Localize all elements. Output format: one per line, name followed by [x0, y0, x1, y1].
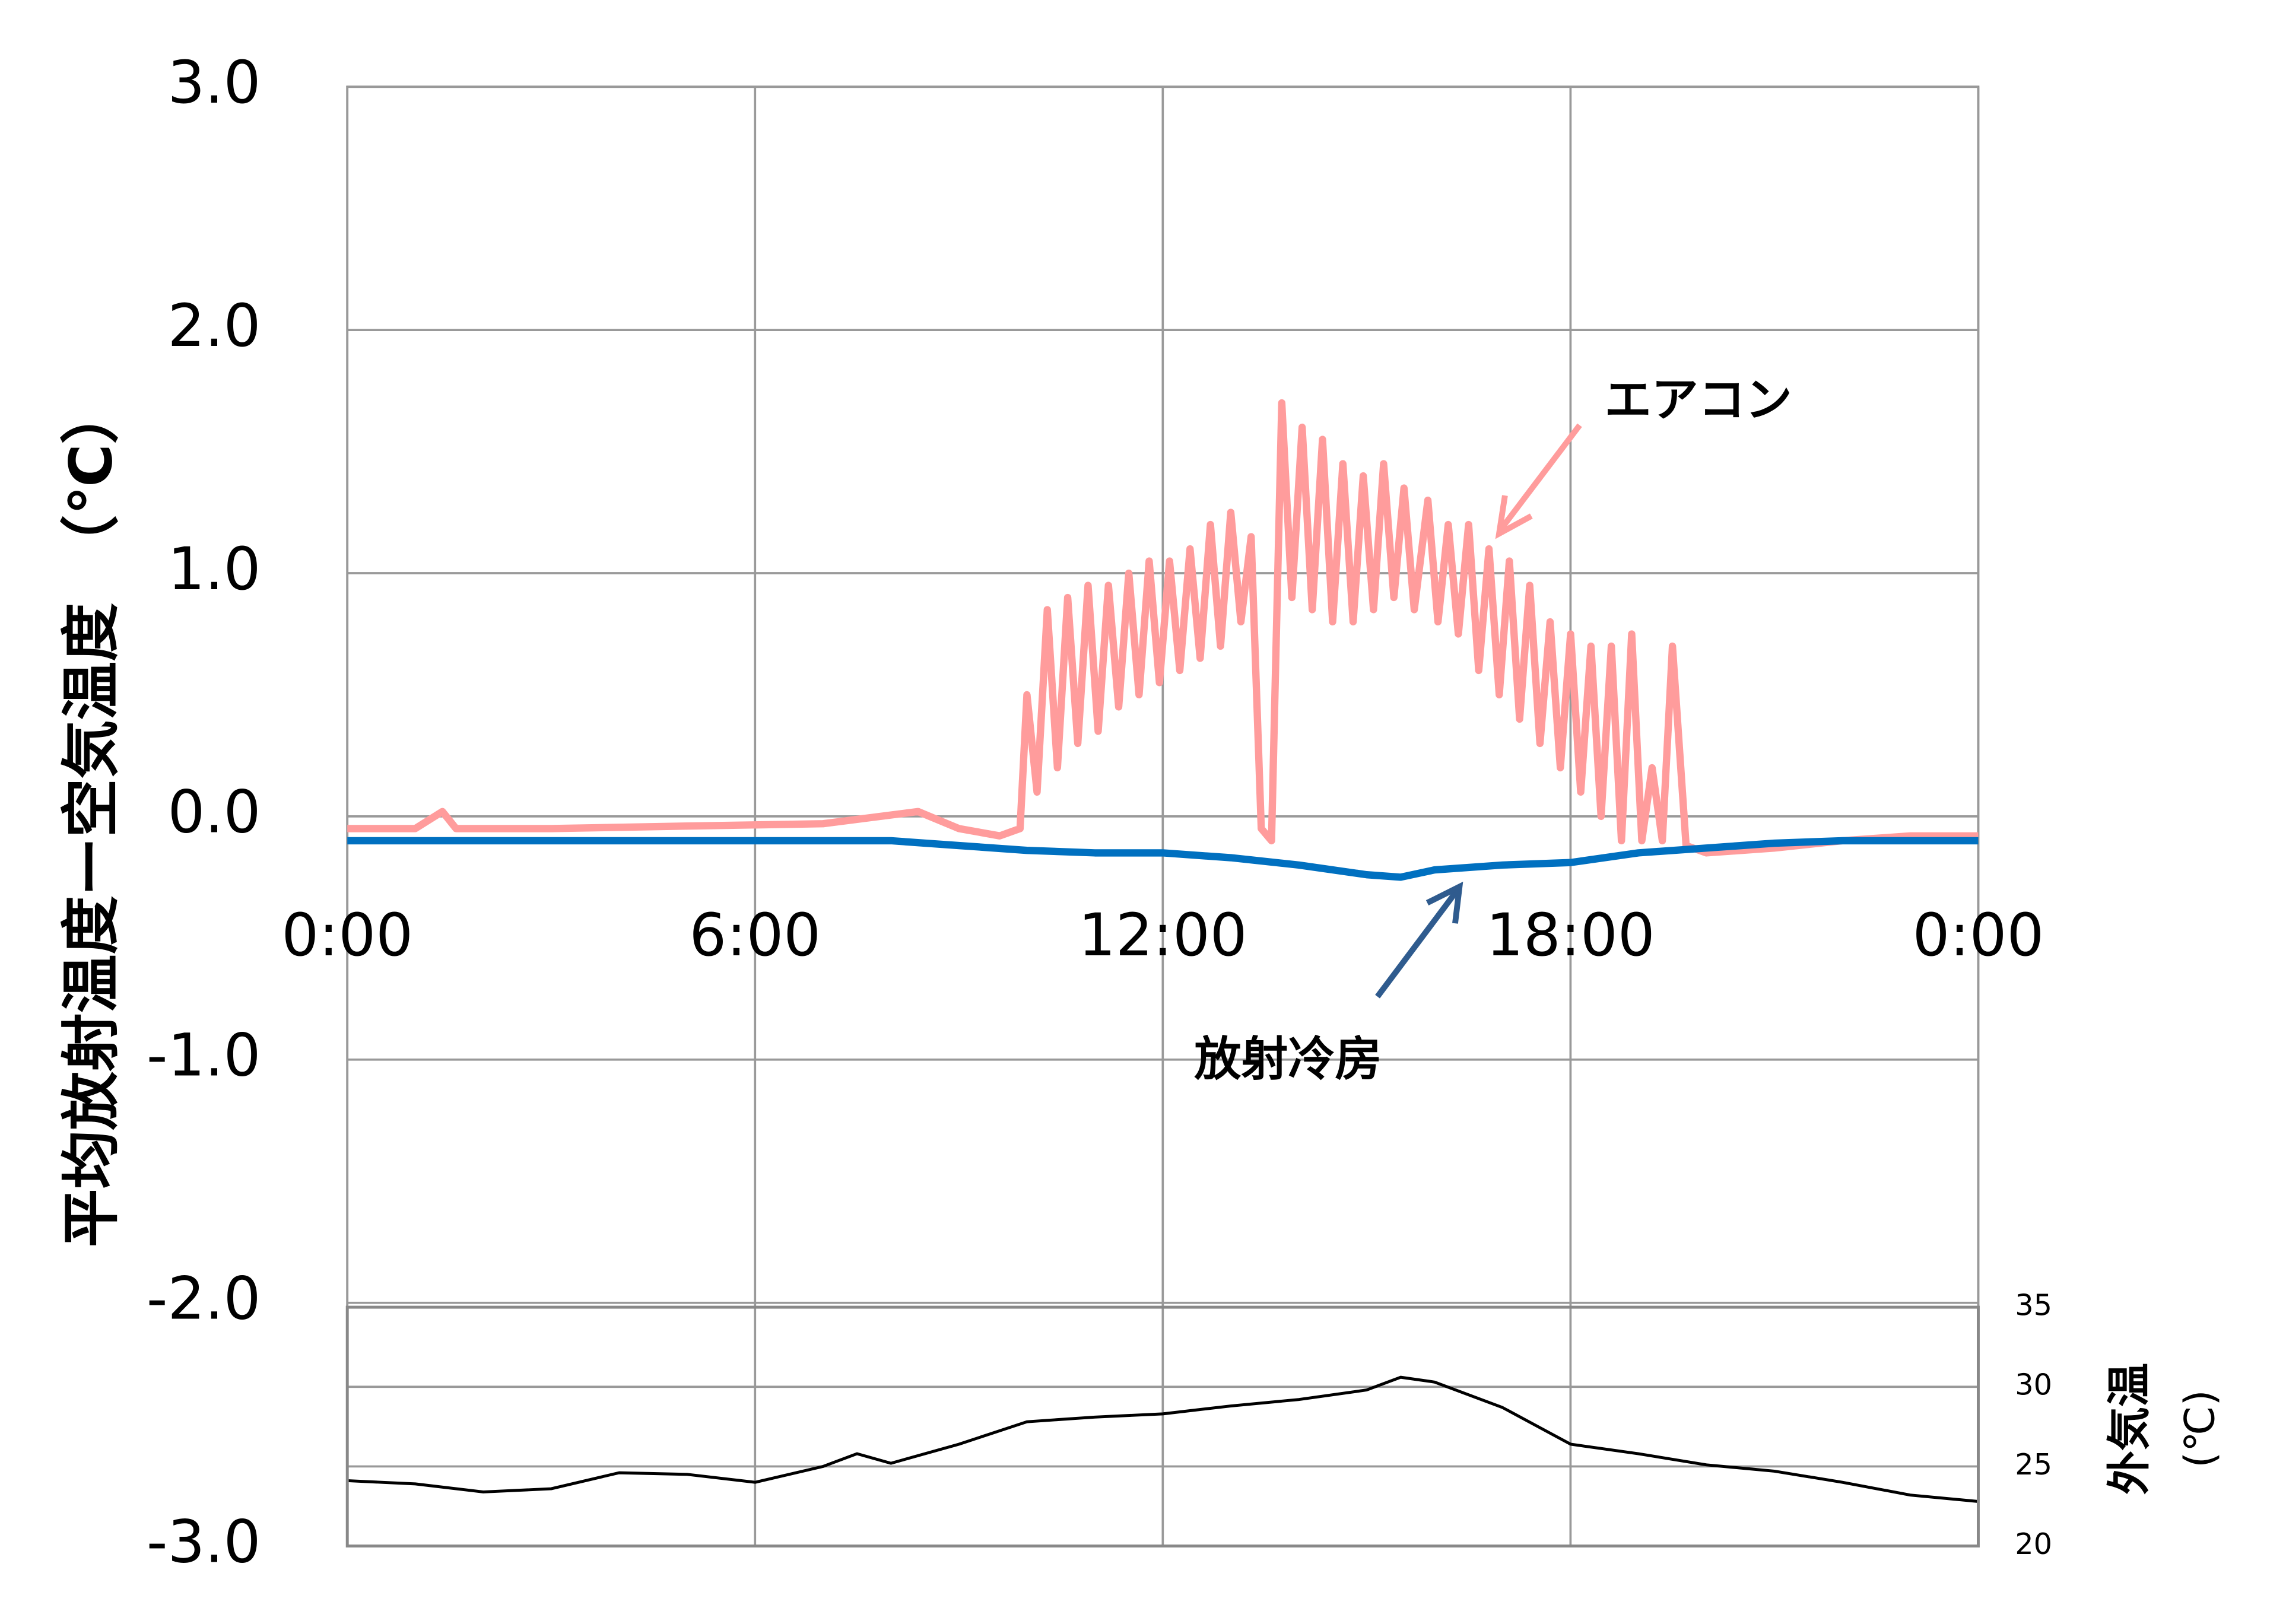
inset-frame — [345, 1305, 1980, 1548]
inset-y-tick-label: 30 — [2015, 1368, 2052, 1402]
y-axis-label: 平均放射温度ー空気温度 （℃） — [57, 386, 125, 1248]
x-tick-label: 18:00 — [1486, 901, 1655, 970]
data-line — [347, 1375, 1979, 1503]
y-tick-label: 3.0 — [167, 49, 261, 117]
inset-y-tick-label: 25 — [2015, 1447, 2052, 1482]
annotation: 放射冷房 — [1194, 1032, 1382, 1086]
arrow-head — [1495, 495, 1533, 539]
annotation: エアコン — [1605, 373, 1792, 427]
inset-y-unit: (℃) — [2176, 1390, 2224, 1468]
y-tick-label: -3.0 — [147, 1508, 261, 1576]
inset-y-label: 外気温 — [2104, 1363, 2155, 1495]
annotation-arrow — [1375, 889, 1459, 999]
lines — [347, 399, 1979, 1503]
inset-y-tick-label: 35 — [2015, 1288, 2052, 1323]
y-tick-label: 2.0 — [167, 292, 261, 360]
data-line — [347, 399, 1979, 857]
inset-y-tick-label: 20 — [2015, 1527, 2052, 1561]
arrow-head — [1425, 881, 1463, 924]
y-tick-label: 1.0 — [167, 535, 261, 603]
data-line — [347, 837, 1979, 881]
y-tick-label: -1.0 — [147, 1022, 261, 1090]
x-tick-label: 0:00 — [281, 901, 413, 970]
y-tick-label: 0.0 — [167, 778, 261, 847]
y-tick-label: -2.0 — [147, 1265, 261, 1333]
x-tick-label: 0:00 — [1913, 901, 2044, 970]
x-tick-label: 6:00 — [689, 901, 821, 970]
x-tick-label: 12:00 — [1078, 901, 1247, 970]
annotation-arrow — [1500, 423, 1582, 530]
